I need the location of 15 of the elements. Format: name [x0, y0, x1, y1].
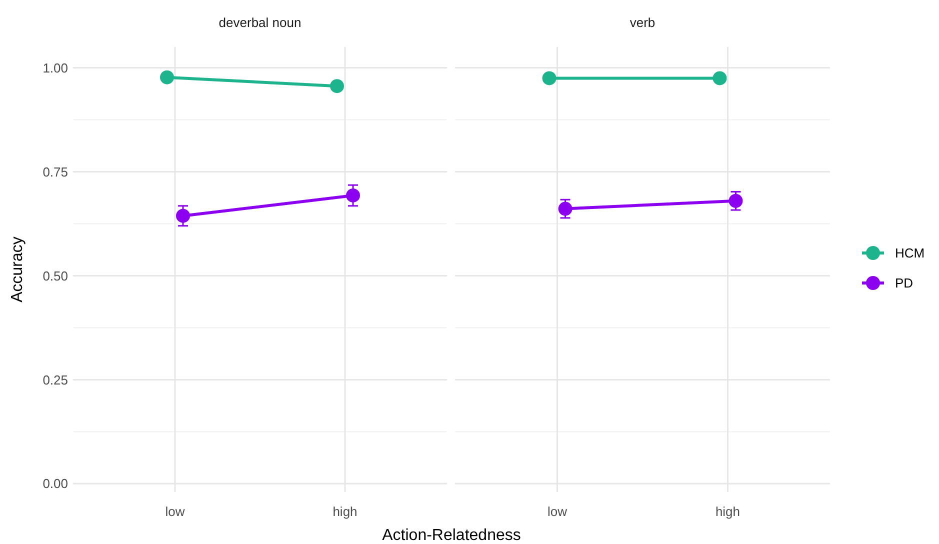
chart-title: verb	[630, 15, 656, 30]
x-tick-label: high	[332, 504, 358, 519]
y-tick-label: 0.50	[42, 268, 68, 284]
x-tick-label: low	[165, 504, 186, 519]
chart-title: deverbal noun	[218, 15, 302, 30]
y-tick-label: 0.25	[42, 372, 68, 388]
x-axis-title: Action-Relatedness	[382, 527, 521, 544]
legend-label: HCM	[895, 246, 925, 261]
y-tick-label: 1.00	[42, 60, 68, 76]
y-axis-title: Accuracy	[9, 236, 26, 302]
y-tick-label: 0.75	[42, 164, 68, 180]
y-tick-label: 0.00	[42, 476, 68, 492]
x-tick-label: low	[548, 504, 568, 519]
x-tick-label: high	[715, 504, 740, 519]
legend-label: PD	[895, 276, 914, 291]
